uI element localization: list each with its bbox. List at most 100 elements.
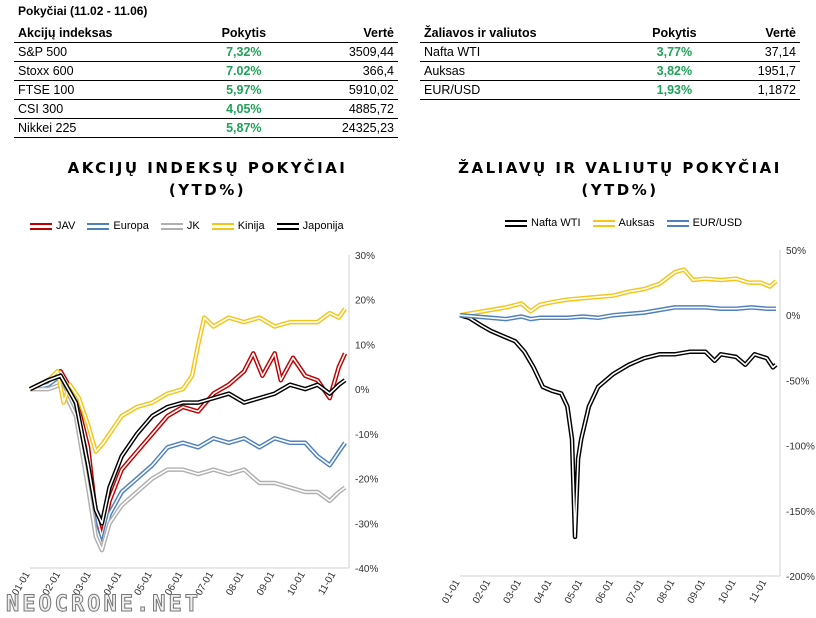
col-value: Vertė bbox=[290, 23, 398, 43]
series-line-nafta-wti bbox=[459, 313, 778, 540]
left-chart-legend: JAV Europa JK Kinija Japonija bbox=[30, 220, 356, 232]
commodities-table: Žaliavos ir valiutos Pokytis Vertė Nafta… bbox=[420, 23, 800, 100]
index-value: 3509,44 bbox=[290, 42, 398, 62]
legend-item: EUR/USD bbox=[666, 217, 743, 229]
watermark: NEOCRONE.NET bbox=[6, 592, 201, 618]
left-chart-title: AKCIJŲ INDEKSŲ POKYČIAI (YTD%) bbox=[20, 157, 395, 201]
x-tick-label: 03-01 bbox=[502, 578, 525, 606]
table-row: Nafta WTI 3,77% 37,14 bbox=[420, 42, 800, 62]
legend-label: Kinija bbox=[237, 220, 265, 232]
index-change: 5,87% bbox=[196, 118, 291, 138]
table-row: S&P 500 7,32% 3509,44 bbox=[14, 42, 398, 62]
table-row: CSI 300 4,05% 4885,72 bbox=[14, 99, 398, 119]
series-line-kinija bbox=[29, 307, 347, 454]
legend-item: Nafta WTI bbox=[505, 217, 581, 229]
x-tick-label: 06-01 bbox=[594, 578, 617, 606]
index-name: CSI 300 bbox=[14, 99, 197, 119]
commodities-table-header: Žaliavos ir valiutos Pokytis Vertė bbox=[420, 23, 800, 43]
table-row: EUR/USD 1,93% 1,1872 bbox=[420, 80, 800, 100]
legend-item: Auksas bbox=[592, 217, 655, 229]
left-chart-title-line1: AKCIJŲ INDEKSŲ POKYČIAI bbox=[67, 159, 348, 177]
legend-swatch bbox=[87, 222, 110, 230]
index-name: Nikkei 225 bbox=[14, 118, 197, 138]
x-tick-label: 10-01 bbox=[716, 578, 739, 606]
y-tick-label: -50% bbox=[786, 376, 809, 387]
legend-label: EUR/USD bbox=[692, 217, 743, 229]
y-tick-label: 0% bbox=[786, 311, 801, 322]
y-tick-label: -150% bbox=[786, 507, 815, 518]
index-change: 4,05% bbox=[196, 99, 291, 119]
index-value: 5910,02 bbox=[290, 80, 398, 100]
y-tick-label: -30% bbox=[355, 519, 378, 530]
x-tick-label: 10-01 bbox=[286, 570, 309, 598]
index-name: Stoxx 600 bbox=[14, 61, 197, 81]
header-title: Pokyčiai (11.02 - 11.06) bbox=[18, 4, 148, 18]
x-tick-label: 11-01 bbox=[747, 578, 769, 605]
y-tick-label: 30% bbox=[355, 251, 375, 262]
legend-item: Japonija bbox=[276, 220, 344, 232]
index-value: 366,4 bbox=[290, 61, 398, 81]
commodity-value: 37,14 bbox=[719, 42, 800, 62]
index-value: 4885,72 bbox=[290, 99, 398, 119]
y-tick-label: 50% bbox=[786, 246, 806, 257]
series-line-japonija bbox=[29, 373, 347, 526]
commodity-change: 3,82% bbox=[628, 61, 720, 81]
left-line-chart: 30%20%10%0%-10%-20%-30%-40%01-01 02-01 03-… bbox=[10, 251, 378, 598]
index-change: 7.02% bbox=[196, 61, 291, 81]
indices-table-header: Akcijų indeksas Pokytis Vertė bbox=[14, 23, 398, 43]
x-tick-label: 09-01 bbox=[255, 570, 278, 598]
legend-swatch bbox=[30, 222, 52, 230]
indices-table: Akcijų indeksas Pokytis Vertė S&P 500 7,3… bbox=[14, 23, 398, 138]
left-chart-title-line2: (YTD%) bbox=[168, 181, 247, 199]
legend-label: Europa bbox=[113, 220, 149, 232]
x-tick-label: 08-01 bbox=[655, 578, 678, 606]
table-row: Nikkei 225 5,87% 24325,23 bbox=[14, 118, 398, 138]
commodity-change: 1,93% bbox=[628, 80, 720, 100]
x-tick-label: 04-01 bbox=[532, 578, 555, 606]
commodity-name: Nafta WTI bbox=[420, 42, 629, 62]
x-tick-label: 11-01 bbox=[316, 570, 338, 597]
commodity-name: Auksas bbox=[420, 61, 629, 81]
x-tick-label: 07-01 bbox=[624, 578, 647, 606]
series-line-eur-usd bbox=[459, 305, 776, 322]
index-value: 24325,23 bbox=[290, 118, 398, 138]
col-change: Pokytis bbox=[196, 23, 291, 43]
index-change: 5,97% bbox=[196, 80, 291, 100]
y-tick-label: 10% bbox=[355, 340, 375, 351]
commodity-change: 3,77% bbox=[628, 42, 720, 62]
legend-label: Nafta WTI bbox=[531, 217, 581, 229]
legend-label: JAV bbox=[56, 220, 76, 232]
right-line-chart: 50% 0% -50% -100% -150% -200% 01-01 02-01 03-01 0… bbox=[440, 246, 815, 606]
col-commodity: Žaliavos ir valiutos bbox=[420, 23, 629, 43]
index-change: 7,32% bbox=[196, 42, 291, 62]
y-tick-label: -40% bbox=[355, 564, 378, 575]
legend-swatch bbox=[505, 219, 527, 227]
legend-label: Japonija bbox=[302, 220, 344, 232]
index-name: FTSE 100 bbox=[14, 80, 197, 100]
col-change: Pokytis bbox=[628, 23, 720, 43]
legend-swatch bbox=[276, 222, 299, 230]
x-tick-label: 08-01 bbox=[224, 570, 247, 598]
legend-item: JK bbox=[160, 220, 200, 232]
index-name: S&P 500 bbox=[14, 42, 197, 62]
legend-swatch bbox=[211, 222, 234, 230]
series-line-auksas bbox=[459, 267, 778, 318]
legend-swatch bbox=[160, 222, 183, 230]
y-tick-label: -20% bbox=[355, 475, 378, 486]
commodity-name: EUR/USD bbox=[420, 80, 629, 100]
x-tick-label: 02-01 bbox=[471, 578, 494, 606]
legend-swatch bbox=[666, 219, 689, 227]
table-row: Auksas 3,82% 1951,7 bbox=[420, 61, 800, 81]
legend-swatch bbox=[592, 219, 615, 227]
legend-item: Kinija bbox=[211, 220, 265, 232]
right-chart-legend: Nafta WTI Auksas EUR/USD bbox=[505, 217, 754, 229]
x-tick-label: 09-01 bbox=[686, 578, 709, 606]
table-row: Stoxx 600 7.02% 366,4 bbox=[14, 61, 398, 81]
legend-item: Europa bbox=[87, 220, 149, 232]
y-tick-label: -10% bbox=[355, 430, 378, 441]
series-line-jk bbox=[30, 382, 347, 553]
commodity-value: 1951,7 bbox=[719, 61, 800, 81]
x-tick-label: 05-01 bbox=[563, 578, 586, 606]
legend-item: JAV bbox=[30, 220, 75, 232]
legend-label: Auksas bbox=[618, 217, 655, 229]
